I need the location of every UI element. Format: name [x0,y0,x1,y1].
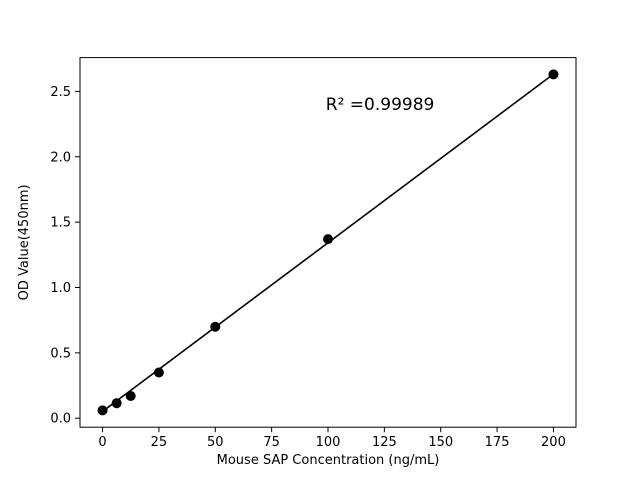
y-tick-label: 2.0 [50,150,71,165]
y-tick-label: 2.5 [50,85,71,100]
data-point [153,367,164,378]
x-tick-label: 200 [541,435,566,450]
data-point [111,398,122,409]
y-tick-label: 1.5 [50,216,71,231]
data-point [210,321,221,332]
x-tick-label: 0 [98,435,106,450]
x-axis-label: Mouse SAP Concentration (ng/mL) [217,453,440,468]
data-point [548,69,559,80]
x-tick-label: 125 [372,435,397,450]
y-tick-label: 0.0 [50,412,71,427]
y-tick-label: 0.5 [50,346,71,361]
r-squared-annotation: R² =0.99989 [326,95,435,115]
x-tick-label: 75 [263,435,280,450]
x-tick-label: 25 [151,435,168,450]
x-tick-label: 50 [207,435,224,450]
data-point [323,234,333,245]
x-tick-label: 100 [316,435,341,450]
x-tick-label: 175 [485,435,510,450]
y-axis-label: OD Value(450nm) [17,184,32,300]
data-point [125,391,136,402]
y-tick-label: 1.0 [50,281,71,296]
data-point [97,405,108,416]
x-tick-label: 150 [428,435,453,450]
